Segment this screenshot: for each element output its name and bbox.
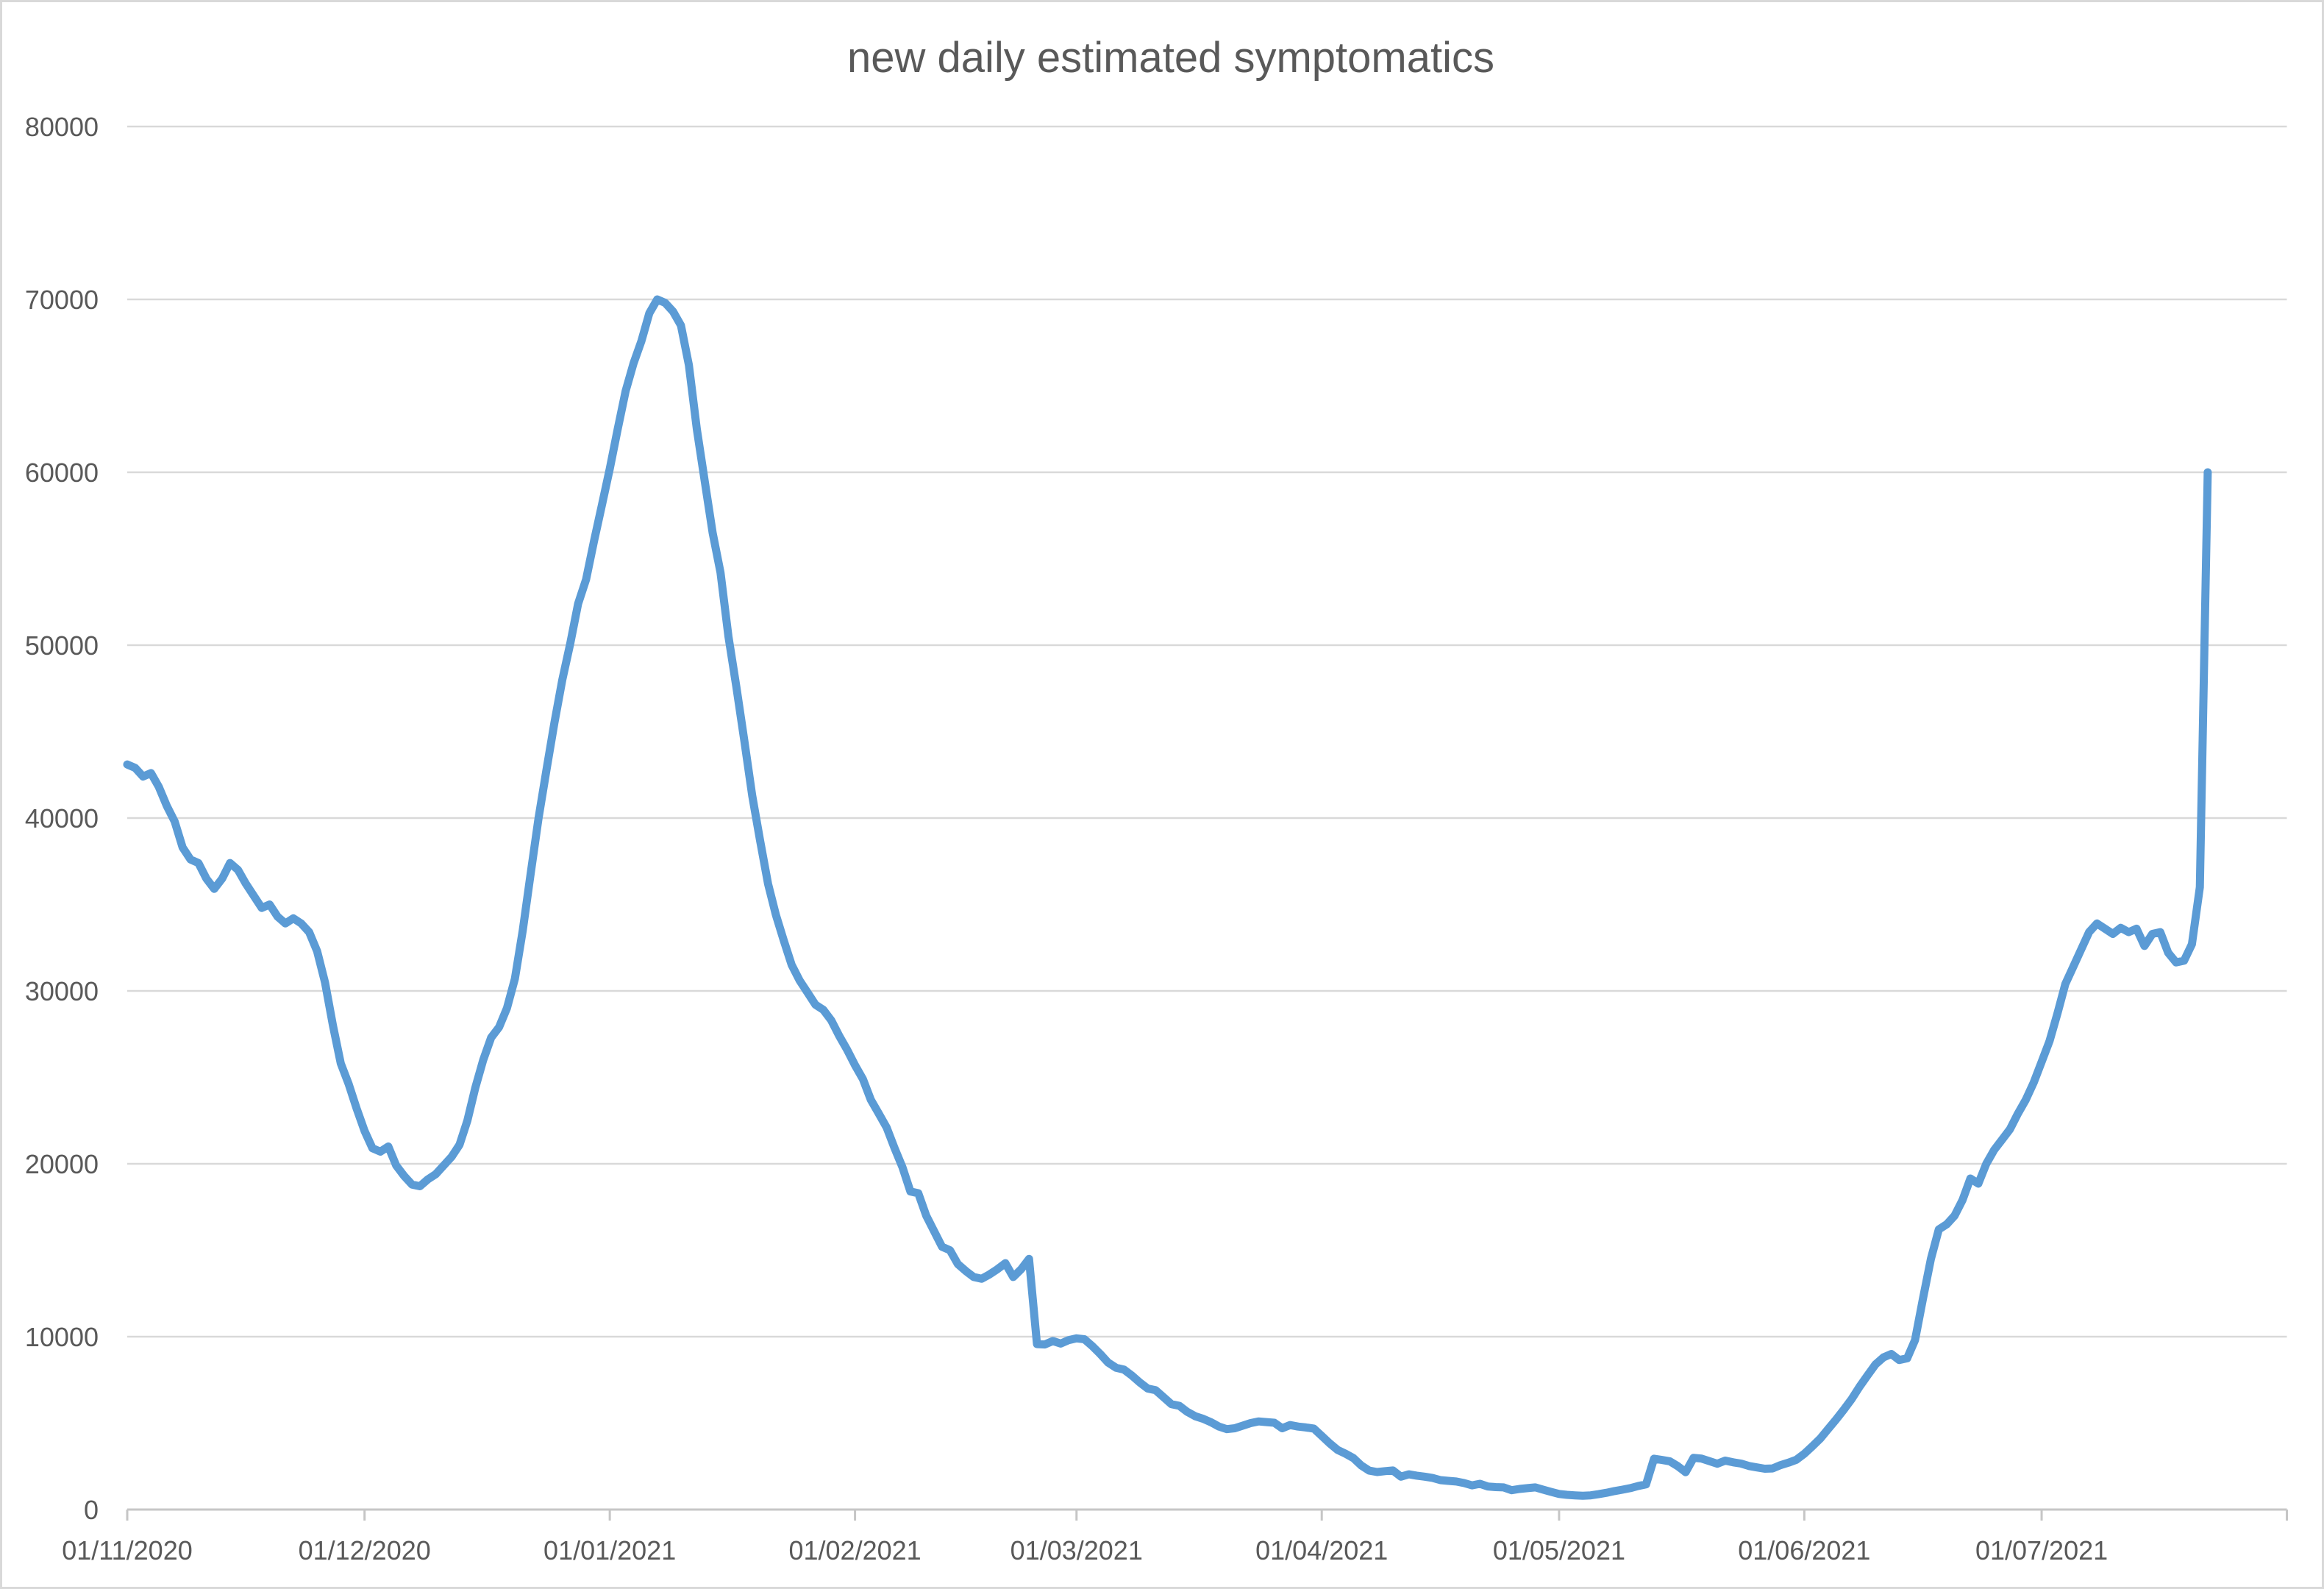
y-axis-label: 50000 xyxy=(25,630,99,661)
y-axis-label: 70000 xyxy=(25,285,99,315)
series-line xyxy=(123,295,2212,1500)
x-axis-label: 01/12/2020 xyxy=(299,1535,431,1565)
x-axis-label: 01/06/2021 xyxy=(1738,1535,1870,1565)
x-axis-label: 01/02/2021 xyxy=(788,1535,921,1565)
y-axis-label: 80000 xyxy=(25,112,99,142)
x-axis-label: 01/03/2021 xyxy=(1010,1535,1143,1565)
x-axis-label: 01/11/2020 xyxy=(62,1535,193,1565)
y-axis-label: 30000 xyxy=(25,976,99,1006)
chart-title: new daily estimated symptomatics xyxy=(847,34,1494,82)
x-axis-label: 01/01/2021 xyxy=(543,1535,676,1565)
y-axis-label: 60000 xyxy=(25,458,99,488)
y-axis-label: 10000 xyxy=(25,1322,99,1352)
x-axis-label: 01/04/2021 xyxy=(1255,1535,1388,1565)
x-axis-label: 01/07/2021 xyxy=(1975,1535,2108,1565)
x-axis-label: 01/05/2021 xyxy=(1493,1535,1625,1565)
y-axis-label: 20000 xyxy=(25,1149,99,1179)
y-axis-label: 0 xyxy=(84,1495,99,1525)
y-axis-label: 40000 xyxy=(25,803,99,833)
